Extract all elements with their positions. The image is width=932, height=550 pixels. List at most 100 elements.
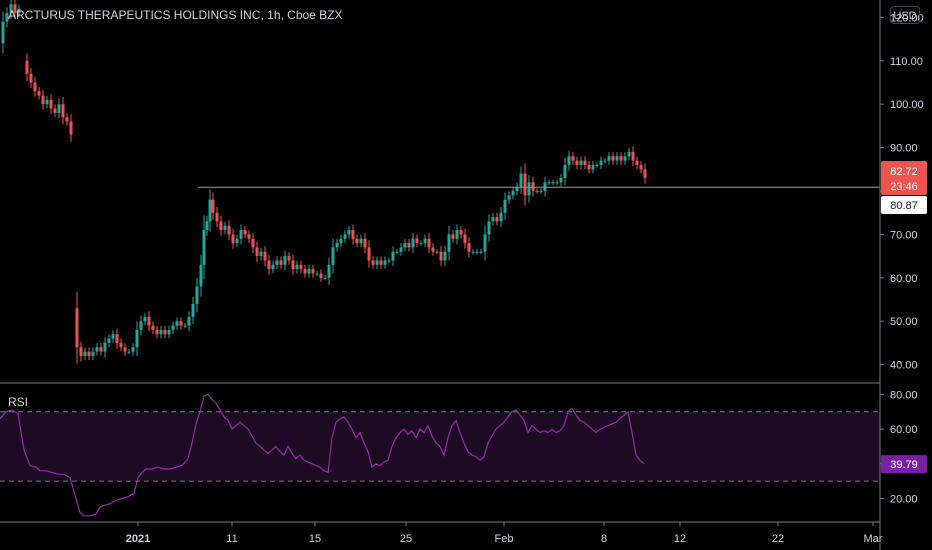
candle-body	[503, 199, 507, 213]
candle-body	[163, 329, 167, 335]
candle-body	[427, 238, 431, 248]
candle-body	[279, 260, 283, 265]
rsi-value-label: 39.79	[890, 459, 918, 471]
candle-body	[495, 217, 499, 222]
candle-body	[283, 256, 287, 265]
candle-body	[623, 156, 627, 161]
rsi-tick-label: 20.00	[890, 493, 918, 505]
candle-body	[83, 351, 87, 356]
candle-body	[205, 221, 209, 231]
candle-body	[9, 4, 13, 14]
candle-body	[635, 160, 639, 165]
candle-body	[223, 225, 227, 231]
candle-body	[287, 256, 291, 261]
candle-body	[251, 238, 255, 248]
candle-body	[191, 303, 195, 317]
candle-body	[131, 347, 135, 352]
candle-body	[459, 230, 463, 235]
candle-body	[331, 247, 335, 265]
time-tick-label: Mar	[864, 533, 883, 545]
candle-body	[527, 182, 531, 196]
candle-body	[187, 316, 191, 326]
candle-body	[339, 238, 343, 244]
candle-body	[299, 264, 303, 270]
candle-body	[551, 182, 555, 184]
candle-body	[91, 351, 95, 356]
rsi-line	[0, 393, 645, 517]
candle-body	[247, 234, 251, 239]
candle-body	[463, 234, 467, 244]
candle-body	[315, 273, 319, 275]
candle-body	[267, 260, 271, 270]
candle-body	[419, 243, 423, 245]
candle-body	[387, 260, 391, 262]
candle-body	[439, 251, 443, 261]
chart-title: ARCTURUS THERAPEUTICS HOLDINGS INC, 1h, …	[8, 8, 343, 22]
candle-body	[571, 156, 575, 161]
line-price-label: 80.87	[890, 200, 918, 212]
candle-body	[111, 334, 115, 339]
candle-body	[195, 286, 199, 304]
candle-body	[29, 73, 33, 83]
time-tick-label: Feb	[495, 533, 514, 545]
candle-body	[511, 191, 515, 196]
candle-body	[591, 164, 595, 170]
candle-body	[95, 347, 99, 352]
price-pane[interactable]	[1, 0, 881, 364]
candle-body	[202, 230, 206, 265]
candle-body	[303, 269, 307, 274]
candle-body	[159, 329, 163, 335]
candle-body	[343, 234, 347, 239]
candle-body	[423, 238, 427, 244]
candle-body	[523, 173, 527, 196]
candle-body	[208, 199, 212, 222]
candle-body	[37, 91, 41, 96]
candle-body	[611, 156, 615, 161]
candle-body	[471, 251, 475, 253]
candle-body	[319, 273, 323, 278]
candle-body	[211, 199, 215, 213]
candle-body	[147, 316, 151, 326]
rsi-tick-label: 80.00	[890, 389, 918, 401]
bar-countdown-label: 23:46	[890, 181, 918, 193]
candle-body	[323, 277, 327, 279]
currency-button[interactable]: USD	[890, 6, 920, 24]
candle-body	[507, 195, 511, 200]
candle-body	[227, 225, 231, 235]
price-tick-label: 120.00	[890, 12, 924, 24]
candle-body	[399, 247, 403, 252]
candle-body	[531, 182, 535, 191]
candle-body	[375, 260, 379, 265]
candle-body	[627, 151, 631, 157]
candle-body	[239, 230, 243, 239]
rsi-pane[interactable]	[0, 393, 880, 517]
candle-body	[639, 164, 643, 170]
candle-body	[25, 60, 29, 74]
candle-body	[75, 308, 79, 348]
candle-body	[575, 160, 579, 165]
candle-body	[479, 251, 483, 253]
price-tick-label: 70.00	[890, 229, 918, 241]
last-price-badge	[881, 160, 927, 195]
candle-body	[327, 264, 331, 278]
candle-body	[17, 8, 21, 14]
candle-body	[231, 234, 235, 244]
time-tick-label: 8	[601, 533, 607, 545]
candle-body	[603, 160, 607, 162]
price-tick-label: 110.00	[890, 56, 923, 68]
candle-body	[519, 173, 523, 187]
price-scale[interactable]: 120.00110.00100.0090.0080.0070.0060.0050…	[880, 12, 924, 372]
candle-body	[631, 151, 635, 161]
candle-body	[13, 4, 17, 14]
candle-body	[219, 221, 223, 231]
price-tick-label: 100.00	[890, 99, 924, 111]
time-scale[interactable]: 2021 11 15 25 Feb 8 12 22 Mar	[126, 522, 883, 545]
candle-body	[595, 164, 599, 166]
candle-body	[235, 238, 239, 244]
candle-body	[99, 347, 103, 352]
candle-body	[355, 238, 359, 244]
candle-body	[135, 329, 139, 348]
candle-body	[599, 160, 603, 165]
